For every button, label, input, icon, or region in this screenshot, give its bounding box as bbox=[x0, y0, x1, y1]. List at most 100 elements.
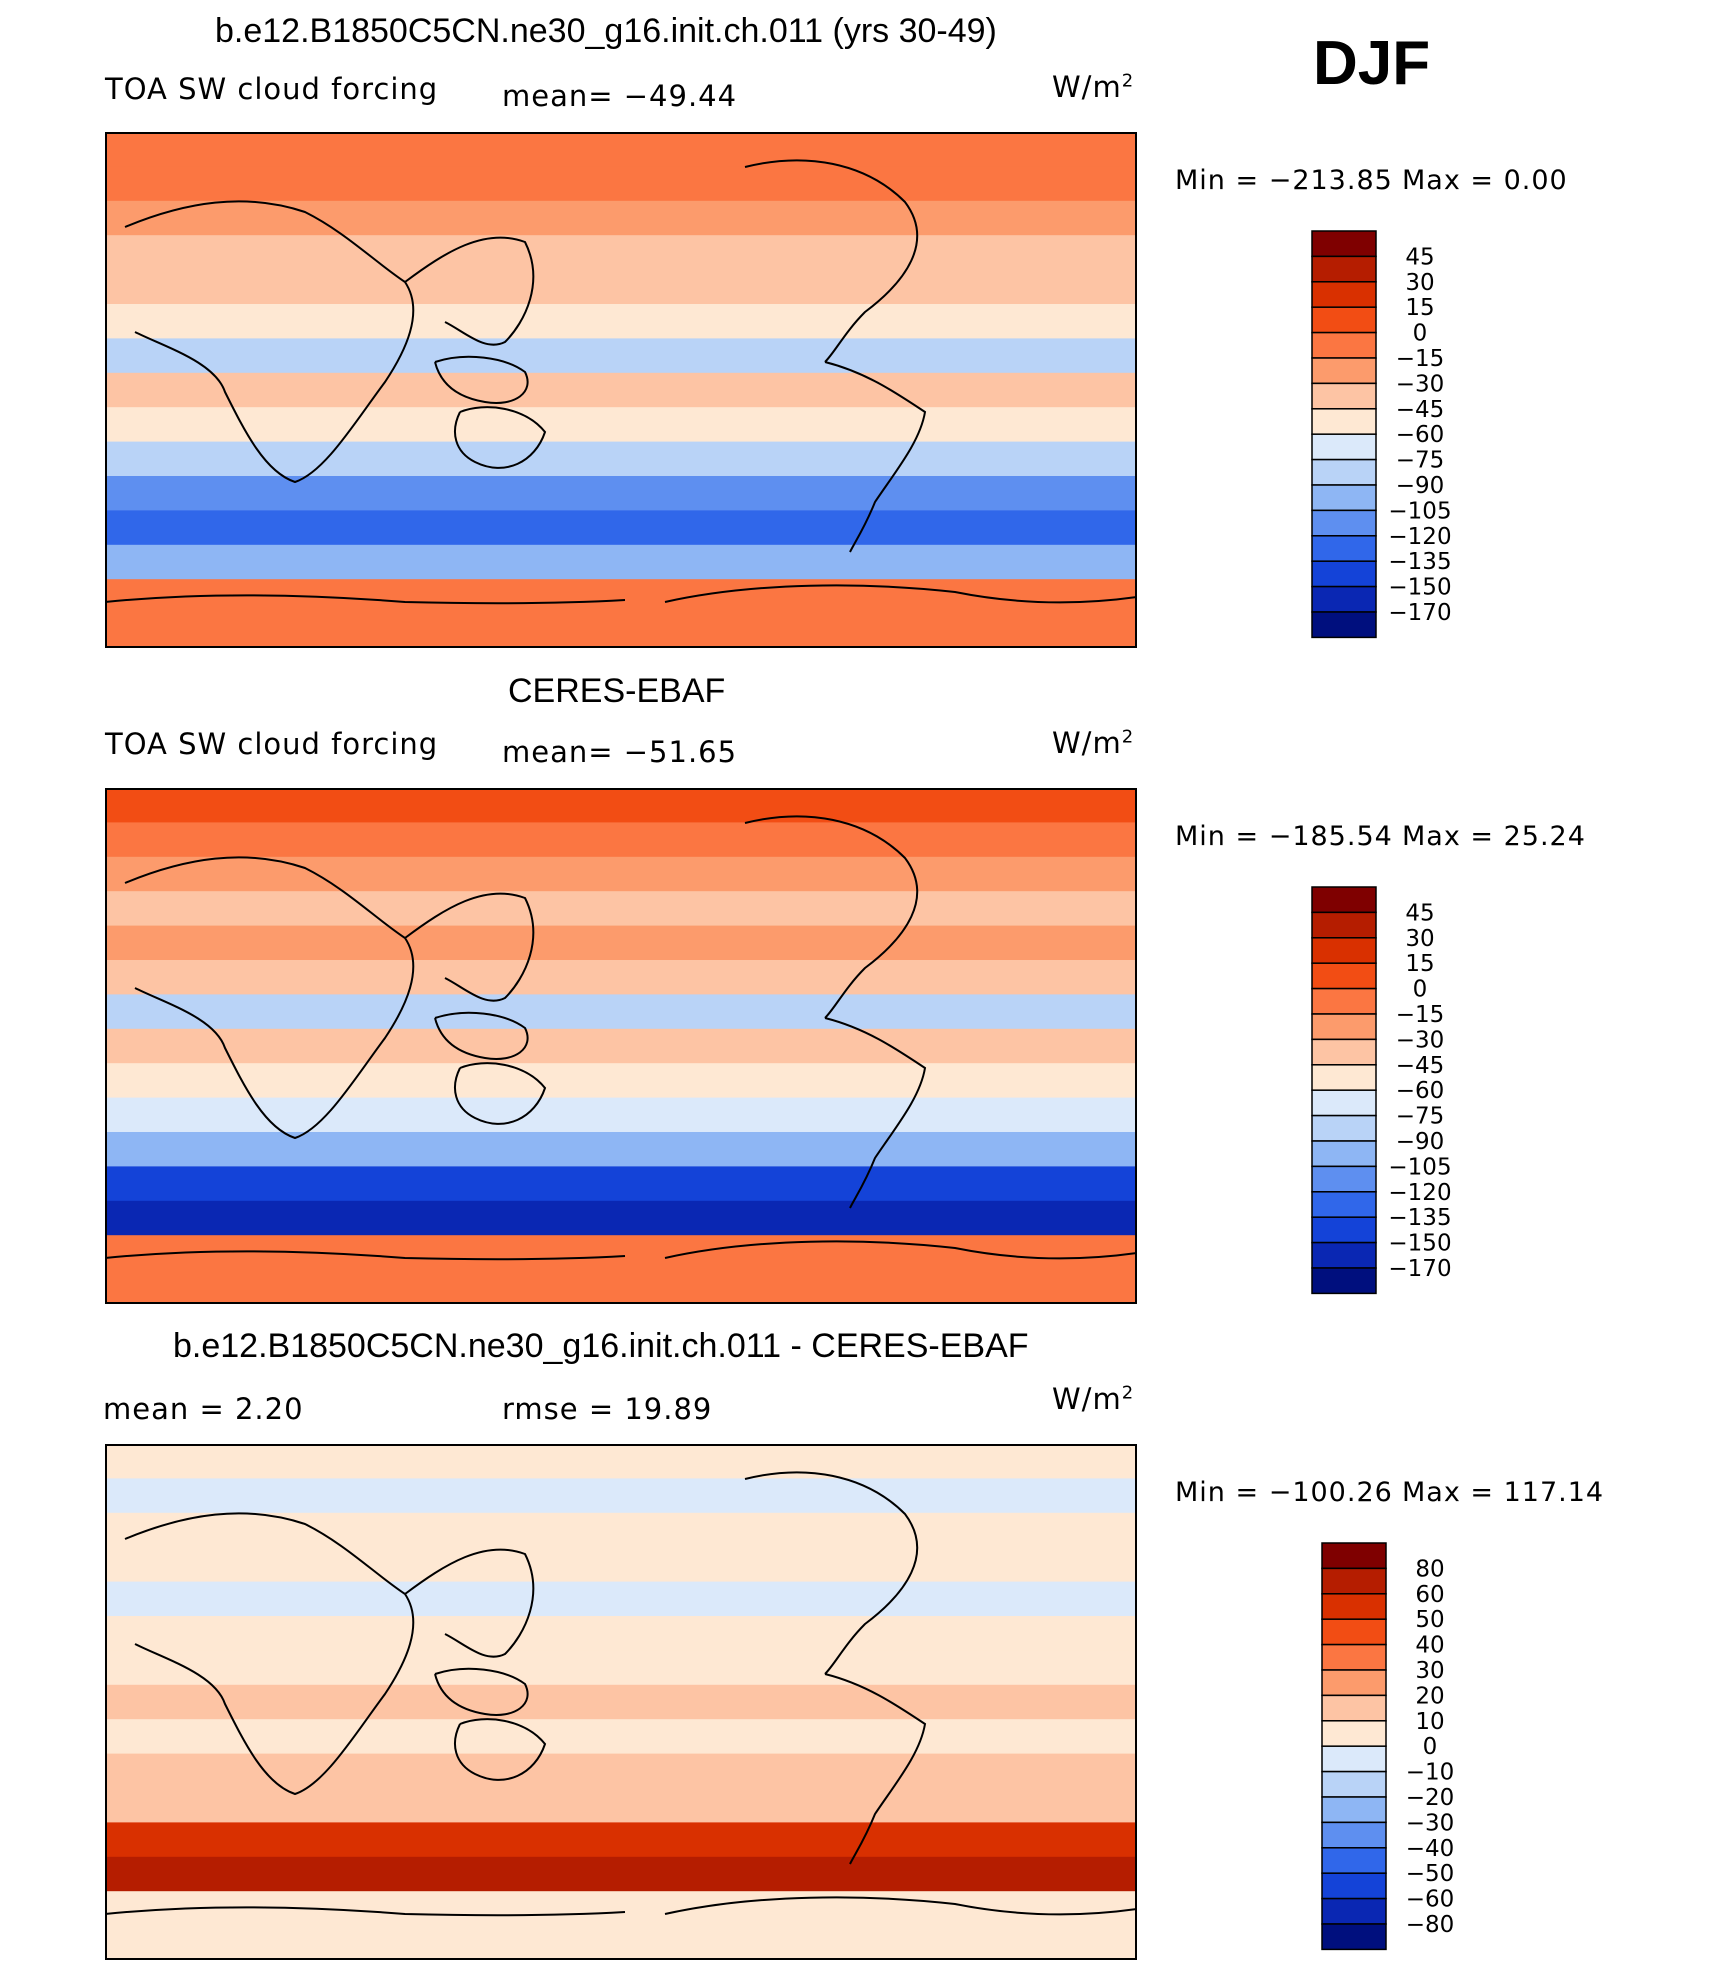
colorbar-tick-label: −120 bbox=[1388, 524, 1451, 550]
map-band bbox=[105, 1063, 1137, 1099]
colorbar-swatch bbox=[1311, 1267, 1377, 1295]
colorbar-tick-label: −75 bbox=[1396, 1104, 1445, 1130]
map-band bbox=[105, 372, 1137, 409]
colorbar-tick-label: −120 bbox=[1388, 1180, 1451, 1206]
map-band bbox=[105, 579, 1137, 615]
colorbar-swatch bbox=[1321, 1643, 1387, 1671]
coastline bbox=[824, 1673, 927, 1865]
units-label: W/m2 bbox=[1052, 1382, 1135, 1416]
colorbar-swatch bbox=[1311, 408, 1377, 435]
map-band bbox=[105, 856, 1137, 893]
coastline bbox=[824, 361, 927, 553]
coastline bbox=[105, 1906, 626, 1917]
colorbar-swatch bbox=[1311, 1165, 1377, 1193]
coastline bbox=[124, 200, 415, 484]
colorbar-tick-label: −60 bbox=[1406, 1887, 1455, 1913]
colorbar-tick-label: 30 bbox=[1405, 926, 1434, 952]
map-band bbox=[105, 925, 1137, 961]
map-band bbox=[105, 1788, 1137, 1824]
season-label: DJF bbox=[1313, 29, 1431, 98]
colorbar-swatch bbox=[1321, 1593, 1387, 1620]
colorbar-tick-label: −30 bbox=[1396, 1027, 1445, 1053]
colorbar-tick-label: 30 bbox=[1405, 270, 1434, 296]
coastline bbox=[404, 892, 535, 1002]
map-band bbox=[105, 235, 1137, 271]
colorbar-tick-label: −90 bbox=[1396, 473, 1445, 499]
map-band bbox=[105, 1753, 1137, 1789]
coastline bbox=[124, 856, 415, 1140]
colorbar-tick-label: −105 bbox=[1388, 1154, 1451, 1180]
colorbar-tick-label: −80 bbox=[1406, 1912, 1455, 1938]
map-band bbox=[105, 269, 1137, 305]
map-band bbox=[105, 1444, 1137, 1480]
coastline bbox=[454, 1718, 547, 1781]
coastline bbox=[744, 1471, 919, 1675]
colorbar-swatch bbox=[1311, 433, 1377, 461]
colorbar-tick-label: −30 bbox=[1396, 371, 1445, 397]
colorbar-swatch bbox=[1311, 306, 1377, 334]
map-band bbox=[105, 1235, 1137, 1271]
map-difference bbox=[105, 1444, 1137, 1960]
colorbar-swatch bbox=[1311, 509, 1377, 537]
colorbar-tick-label: −90 bbox=[1396, 1129, 1445, 1155]
colorbar-tick-label: −10 bbox=[1406, 1760, 1455, 1786]
coastline bbox=[434, 1667, 529, 1716]
colorbar-tick-label: 0 bbox=[1423, 1734, 1438, 1760]
coastline bbox=[664, 584, 1137, 604]
colorbar-tick-label: −150 bbox=[1388, 575, 1451, 601]
max-label: Max = 25.24 bbox=[1402, 821, 1586, 852]
rmse-label: rmse = 19.89 bbox=[502, 1392, 713, 1426]
map-band bbox=[105, 1097, 1137, 1133]
colorbar-swatch bbox=[1311, 281, 1377, 308]
max-label: Max = 0.00 bbox=[1402, 165, 1568, 196]
colorbar-tick-label: 40 bbox=[1415, 1633, 1444, 1659]
colorbar-tick-label: −60 bbox=[1396, 1078, 1445, 1104]
colorbar-swatch bbox=[1311, 382, 1377, 410]
map-band bbox=[105, 1925, 1137, 1960]
colorbar-tick-label: −30 bbox=[1406, 1810, 1455, 1836]
map-band bbox=[105, 510, 1137, 546]
panel-title: b.e12.B1850C5CN.ne30_g16.init.ch.011 (yr… bbox=[215, 12, 997, 50]
colorbar-tick-label: −135 bbox=[1388, 1205, 1451, 1231]
colorbar-tick-label: 15 bbox=[1405, 951, 1434, 977]
map-band bbox=[105, 1684, 1137, 1721]
map-band bbox=[105, 960, 1137, 996]
colorbar-swatch bbox=[1321, 1872, 1387, 1900]
colorbar-tick-label: 10 bbox=[1415, 1709, 1444, 1735]
map-observation bbox=[105, 788, 1137, 1304]
coastline bbox=[744, 815, 919, 1019]
colorbar-swatch bbox=[1321, 1694, 1387, 1722]
coastline bbox=[434, 1011, 529, 1060]
colorbar-swatch bbox=[1311, 937, 1377, 964]
colorbar-swatch bbox=[1311, 962, 1377, 990]
colorbar-tick-label: −60 bbox=[1396, 422, 1445, 448]
colorbar-swatch bbox=[1311, 886, 1377, 914]
colorbar-tick-label: −170 bbox=[1388, 600, 1451, 626]
colorbar-swatch bbox=[1311, 1114, 1377, 1142]
colorbar-swatch bbox=[1311, 911, 1377, 939]
map-band bbox=[105, 1200, 1137, 1237]
colorbar-swatch bbox=[1311, 458, 1377, 486]
coastline bbox=[664, 1240, 1137, 1260]
map-band bbox=[105, 200, 1137, 237]
colorbar-swatch bbox=[1311, 331, 1377, 359]
variable-label: TOA SW cloud forcing bbox=[105, 727, 439, 761]
colorbar-swatch bbox=[1311, 357, 1377, 385]
map-band bbox=[105, 1719, 1137, 1755]
coastline bbox=[124, 1512, 415, 1796]
colorbar-swatch bbox=[1311, 535, 1377, 562]
colorbar-swatch bbox=[1311, 1241, 1377, 1269]
colorbar-swatch bbox=[1321, 1821, 1387, 1849]
map-band bbox=[105, 407, 1137, 443]
coastline bbox=[434, 355, 529, 404]
map-band bbox=[105, 1132, 1137, 1168]
colorbar-swatch bbox=[1311, 484, 1377, 512]
map-band bbox=[105, 1478, 1137, 1514]
colorbar-tick-label: 30 bbox=[1415, 1658, 1444, 1684]
map-band bbox=[105, 1822, 1137, 1858]
colorbar-swatch bbox=[1311, 1216, 1377, 1244]
colorbar-swatch bbox=[1321, 1720, 1387, 1747]
colorbar-tick-label: 0 bbox=[1413, 321, 1428, 347]
colorbar-swatch bbox=[1321, 1745, 1387, 1773]
